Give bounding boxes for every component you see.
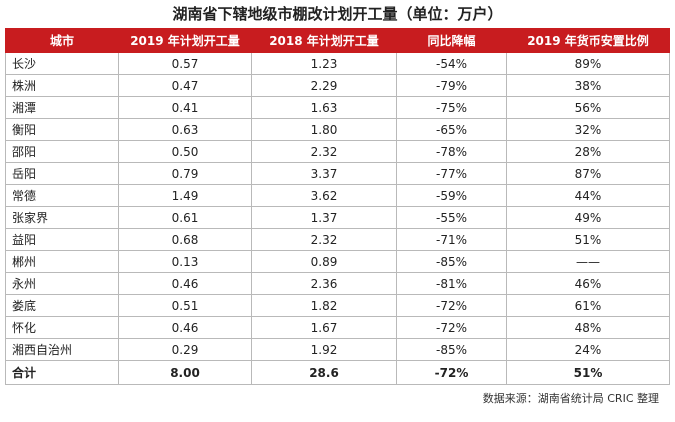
yoy-cell: -78% [396,140,507,163]
table-row: 邵阳 0.50 2.32 -78% 28% [5,140,670,163]
total-plan-2018-cell: 28.6 [251,360,397,385]
plan-2019-cell: 1.49 [118,184,252,207]
plan-2019-cell: 0.46 [118,272,252,295]
plan-2019-cell: 0.50 [118,140,252,163]
table-row: 郴州 0.13 0.89 -85% —— [5,250,670,273]
city-cell: 益阳 [5,228,119,251]
yoy-cell: -85% [396,250,507,273]
plan-2019-cell: 0.61 [118,206,252,229]
plan-2019-cell: 0.68 [118,228,252,251]
table-row: 湘西自治州 0.29 1.92 -85% 24% [5,338,670,361]
table-row: 湘潭 0.41 1.63 -75% 56% [5,96,670,119]
total-monetary-ratio-cell: 51% [506,360,670,385]
plan-2018-cell: 1.92 [251,338,397,361]
table-row: 益阳 0.68 2.32 -71% 51% [5,228,670,251]
monetary-ratio-cell: 51% [506,228,670,251]
plan-2019-cell: 0.47 [118,74,252,97]
data-table: 城市 2019 年计划开工量 2018 年计划开工量 同比降幅 2019 年货币… [5,28,670,385]
city-cell: 郴州 [5,250,119,273]
header-2018-plan: 2018 年计划开工量 [251,28,397,53]
table-title: 湖南省下辖地级市棚改计划开工量（单位：万户） [172,5,503,23]
monetary-ratio-cell: 48% [506,316,670,339]
table-row: 衡阳 0.63 1.80 -65% 32% [5,118,670,141]
plan-2018-cell: 1.67 [251,316,397,339]
plan-2018-cell: 1.23 [251,52,397,75]
yoy-cell: -79% [396,74,507,97]
monetary-ratio-cell: 38% [506,74,670,97]
monetary-ratio-cell: 56% [506,96,670,119]
yoy-cell: -55% [396,206,507,229]
plan-2019-cell: 0.46 [118,316,252,339]
monetary-ratio-cell: 44% [506,184,670,207]
header-yoy-decline: 同比降幅 [396,28,507,53]
plan-2019-cell: 0.41 [118,96,252,119]
city-cell: 怀化 [5,316,119,339]
city-cell: 永州 [5,272,119,295]
table-row: 张家界 0.61 1.37 -55% 49% [5,206,670,229]
total-row: 合计 8.00 28.6 -72% 51% [5,360,670,385]
plan-2019-cell: 0.63 [118,118,252,141]
monetary-ratio-cell: 89% [506,52,670,75]
plan-2018-cell: 3.62 [251,184,397,207]
city-cell: 株洲 [5,74,119,97]
yoy-cell: -77% [396,162,507,185]
city-cell: 湘西自治州 [5,338,119,361]
yoy-cell: -72% [396,316,507,339]
monetary-ratio-cell: 61% [506,294,670,317]
table-row: 常德 1.49 3.62 -59% 44% [5,184,670,207]
yoy-cell: -65% [396,118,507,141]
table-row: 怀化 0.46 1.67 -72% 48% [5,316,670,339]
plan-2018-cell: 1.80 [251,118,397,141]
header-row: 城市 2019 年计划开工量 2018 年计划开工量 同比降幅 2019 年货币… [5,28,670,53]
plan-2019-cell: 0.29 [118,338,252,361]
monetary-ratio-cell: —— [506,250,670,273]
plan-2018-cell: 3.37 [251,162,397,185]
plan-2018-cell: 1.63 [251,96,397,119]
city-cell: 张家界 [5,206,119,229]
city-cell: 长沙 [5,52,119,75]
plan-2018-cell: 1.82 [251,294,397,317]
plan-2019-cell: 0.13 [118,250,252,273]
monetary-ratio-cell: 46% [506,272,670,295]
plan-2019-cell: 0.51 [118,294,252,317]
monetary-ratio-cell: 28% [506,140,670,163]
plan-2018-cell: 1.37 [251,206,397,229]
source-note: 数据来源：湖南省统计局 CRIC 整理 [482,392,659,405]
total-city-cell: 合计 [5,360,119,385]
plan-2018-cell: 2.32 [251,228,397,251]
table-row: 娄底 0.51 1.82 -72% 61% [5,294,670,317]
plan-2019-cell: 0.79 [118,162,252,185]
table-row: 株洲 0.47 2.29 -79% 38% [5,74,670,97]
yoy-cell: -71% [396,228,507,251]
table-row: 岳阳 0.79 3.37 -77% 87% [5,162,670,185]
yoy-cell: -75% [396,96,507,119]
plan-2018-cell: 2.32 [251,140,397,163]
header-2019-plan: 2019 年计划开工量 [118,28,252,53]
yoy-cell: -72% [396,294,507,317]
monetary-ratio-cell: 32% [506,118,670,141]
total-yoy-cell: -72% [396,360,507,385]
total-plan-2019-cell: 8.00 [118,360,252,385]
plan-2018-cell: 2.29 [251,74,397,97]
monetary-ratio-cell: 24% [506,338,670,361]
yoy-cell: -81% [396,272,507,295]
plan-2018-cell: 2.36 [251,272,397,295]
city-cell: 娄底 [5,294,119,317]
plan-2019-cell: 0.57 [118,52,252,75]
monetary-ratio-cell: 49% [506,206,670,229]
yoy-cell: -59% [396,184,507,207]
city-cell: 岳阳 [5,162,119,185]
plan-2018-cell: 0.89 [251,250,397,273]
header-city: 城市 [5,28,119,53]
header-monetary-ratio: 2019 年货币安置比例 [506,28,670,53]
city-cell: 邵阳 [5,140,119,163]
table-row: 长沙 0.57 1.23 -54% 89% [5,52,670,75]
yoy-cell: -54% [396,52,507,75]
city-cell: 常德 [5,184,119,207]
yoy-cell: -85% [396,338,507,361]
monetary-ratio-cell: 87% [506,162,670,185]
city-cell: 衡阳 [5,118,119,141]
table-row: 永州 0.46 2.36 -81% 46% [5,272,670,295]
city-cell: 湘潭 [5,96,119,119]
